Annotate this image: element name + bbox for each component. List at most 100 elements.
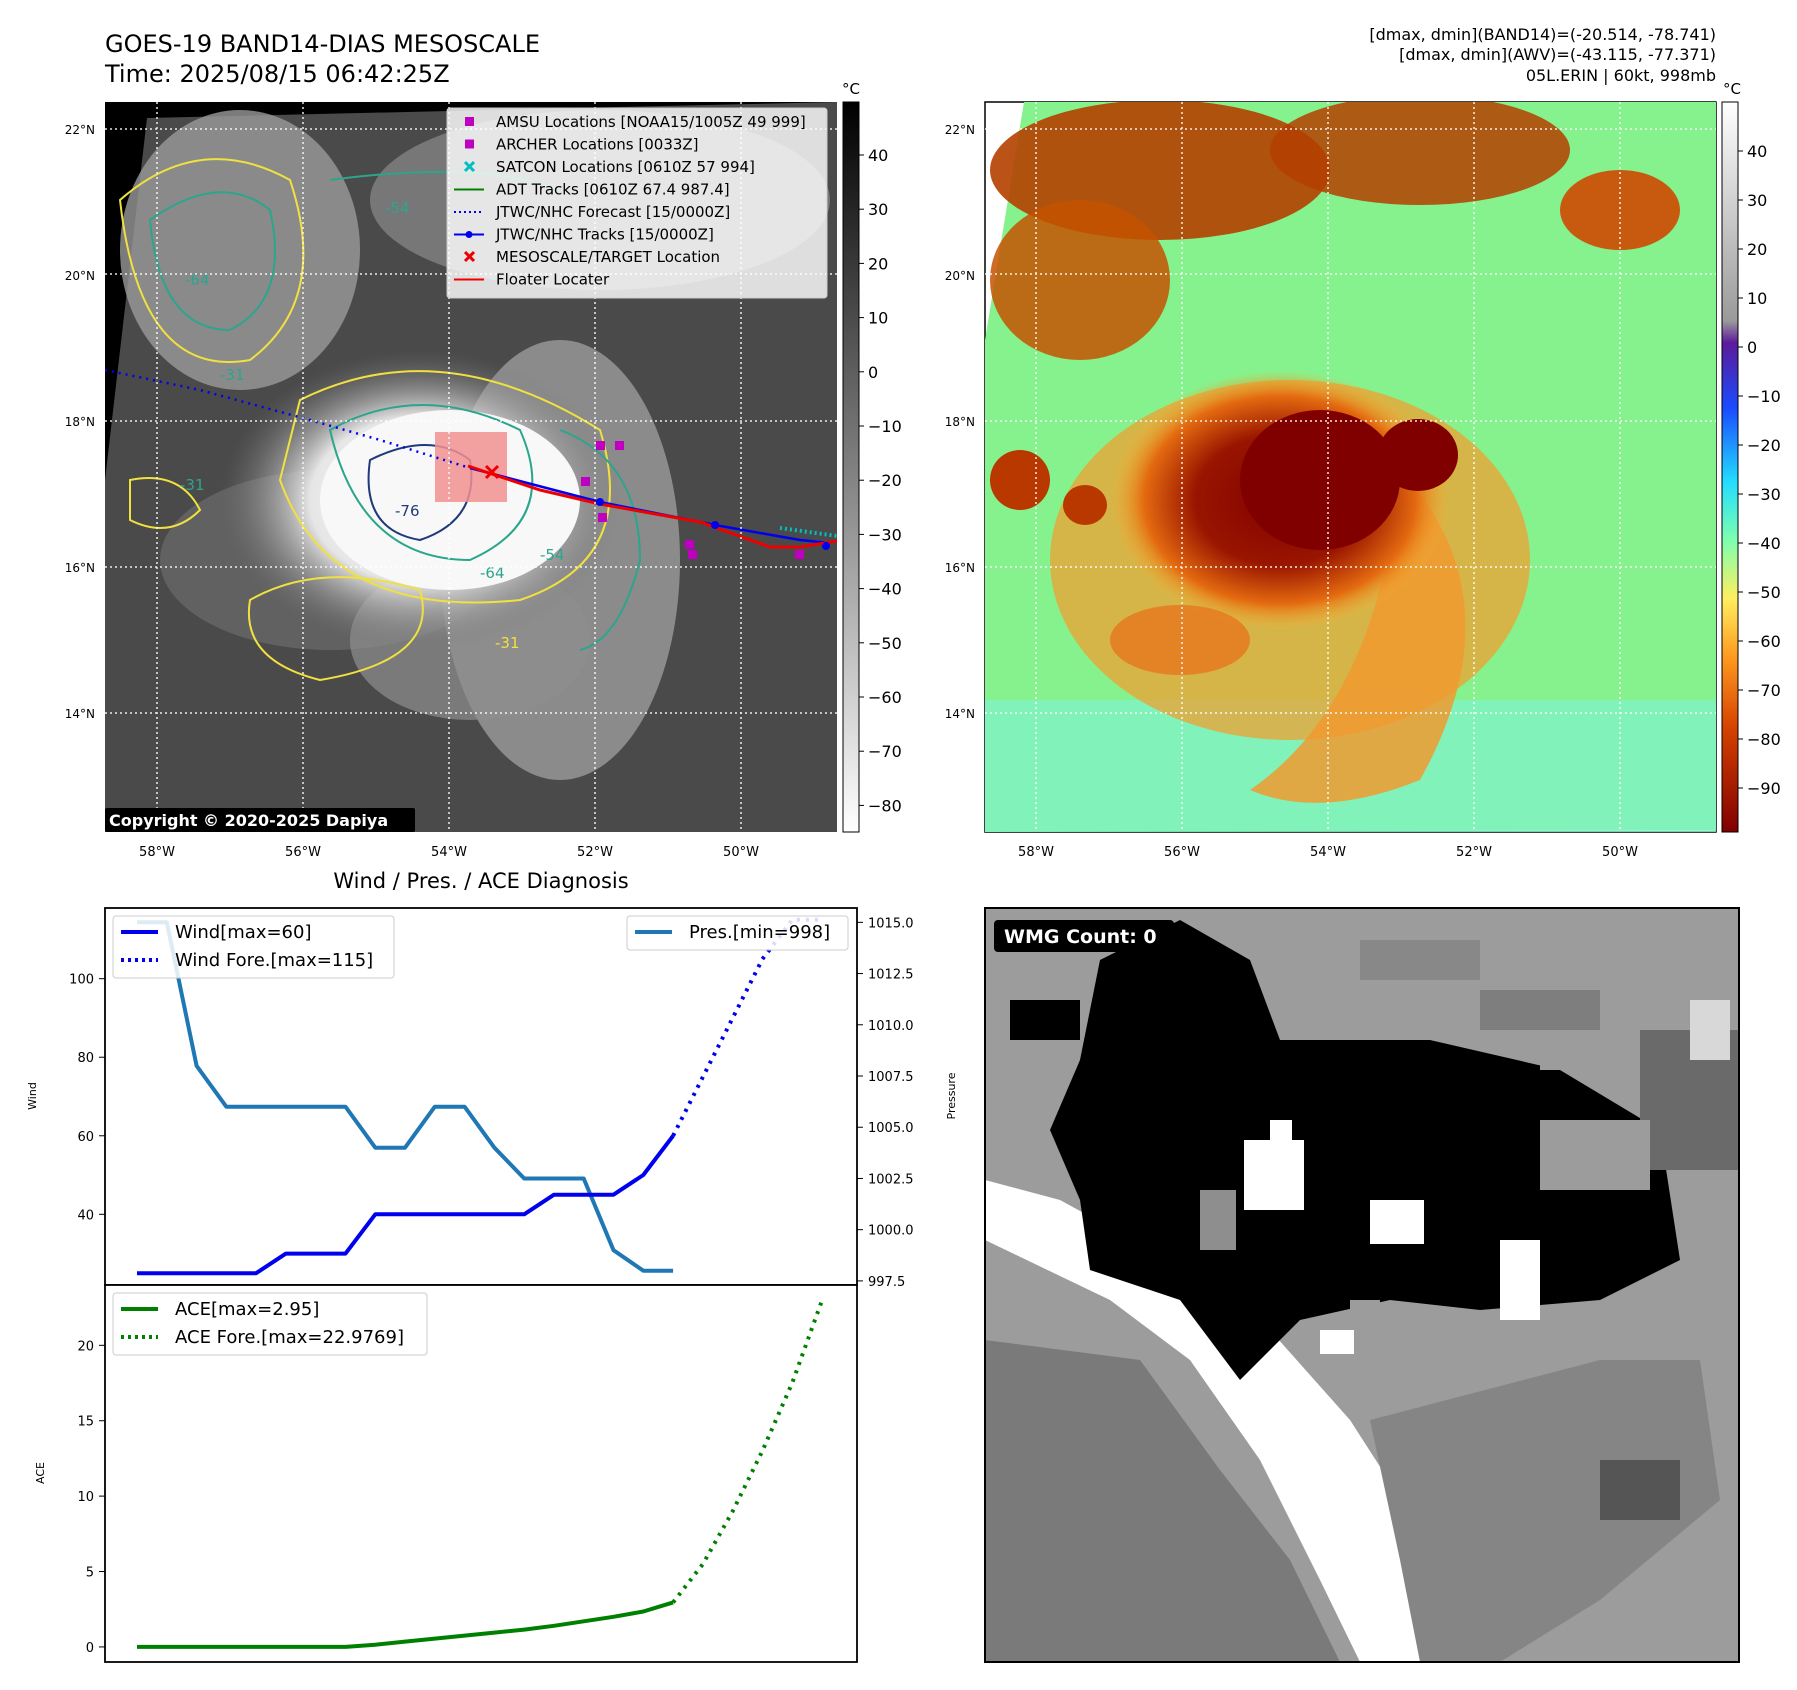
- wind-line: [137, 1134, 675, 1276]
- contour-label: -64: [185, 271, 210, 289]
- wmg-count-badge: [994, 920, 1174, 952]
- legend-label: JTWC/NHC Forecast [15/0000Z]: [495, 203, 730, 221]
- diagnosis-title: Wind / Pres. / ACE Diagnosis: [333, 869, 628, 893]
- axis-tick-label: 1000.0: [868, 1224, 914, 1239]
- legend-label: AMSU Locations [NOAA15/1005Z 49 999]: [496, 113, 806, 131]
- legend-entry: ARCHER Locations [0033Z]: [465, 136, 699, 154]
- lat-label: 20°N: [65, 269, 95, 283]
- lon-label: 50°W: [1602, 845, 1638, 860]
- archer-marker: [688, 550, 697, 559]
- axis-tick-label: 1002.5: [868, 1172, 914, 1187]
- wind-ticks: 40 60 80 100: [69, 973, 105, 1223]
- colorbar-tick-label: 30: [1747, 191, 1767, 210]
- colorbar-tick-label: 40: [868, 146, 888, 165]
- wind-legend-label: Wind[max=60]: [175, 922, 312, 943]
- archer-marker: [685, 540, 694, 549]
- colorbar-tick-label: −40: [868, 580, 902, 599]
- floater-track: [467, 464, 837, 549]
- axis-tick-label: 0: [86, 1641, 94, 1656]
- map-legend: [446, 107, 828, 299]
- colorbar-tick-label: 30: [868, 200, 888, 219]
- info-band14: [dmax, dmin](BAND14)=(-20.514, -78.741): [1369, 25, 1716, 44]
- colorbar-tick-label: −20: [1747, 436, 1781, 455]
- legend-x-marker: [463, 160, 476, 173]
- lat-label: 22°N: [65, 123, 95, 137]
- lat-label: 16°N: [65, 561, 95, 575]
- axis-tick-label: 1005.0: [868, 1121, 914, 1136]
- axis-tick-label: 80: [77, 1051, 94, 1066]
- ace-legend-label: ACE[max=2.95]: [175, 1299, 319, 1320]
- forecast-track: [105, 368, 471, 470]
- axis-tick-label: 10: [77, 1490, 94, 1505]
- colorbar-tick-label: 40: [1747, 142, 1767, 161]
- figure-time: Time: 2025/08/15 06:42:25Z: [104, 60, 450, 88]
- track-overlays: [105, 368, 837, 559]
- wmg-frame: [984, 907, 1740, 1663]
- colorbar-tick-label: −20: [868, 471, 902, 490]
- legend-entry: AMSU Locations [NOAA15/1005Z 49 999]: [465, 113, 806, 131]
- colorbar-tick-label: −80: [1747, 730, 1781, 749]
- legend-entry: SATCON Locations [0610Z 57 994]: [463, 158, 755, 176]
- lat-label: 18°N: [65, 415, 95, 429]
- legend-entry: JTWC/NHC Forecast [15/0000Z]: [454, 203, 730, 221]
- gray-colorbar-ticks: 40 30 20 10 0 −10 −20 −30 −40 −50 −60 −70 −80: [859, 146, 902, 815]
- contour-label: -64: [480, 564, 505, 582]
- colorbar-tick-label: 10: [868, 309, 888, 328]
- diagnosis-panel: Wind / Pres. / ACE Diagnosis Wind Pressu…: [26, 869, 958, 1663]
- colorbar-tick-label: −60: [1747, 632, 1781, 651]
- wind-legend: [112, 915, 395, 979]
- legend-label: SATCON Locations [0610Z 57 994]: [496, 158, 755, 176]
- contour-label: -31: [180, 476, 205, 494]
- color-gridlines: [985, 102, 1716, 832]
- amsu-marker: [615, 441, 624, 450]
- axis-tick-label: 100: [69, 973, 94, 988]
- colorbar-tick-label: −30: [868, 525, 902, 544]
- ir-map-panel: -54 -31 -64 -76 -54 -64 -31 -31: [65, 80, 902, 860]
- axis-tick-label: 40: [77, 1208, 94, 1223]
- gray-colorbar: [842, 101, 860, 833]
- contour-label: -31: [495, 634, 520, 652]
- legend-label: JTWC/NHC Tracks [15/0000Z]: [495, 226, 714, 244]
- lon-label: 50°W: [723, 845, 759, 860]
- colorbar-tick-label: −70: [1747, 681, 1781, 700]
- axis-tick-label: 15: [77, 1415, 94, 1430]
- info-awv: [dmax, dmin](AWV)=(-43.115, -77.371): [1399, 45, 1716, 64]
- legend-entry: Floater Locater: [454, 271, 610, 289]
- amsu-marker: [581, 477, 590, 486]
- colorbar-tick-label: −50: [868, 634, 902, 653]
- legend-label: ADT Tracks [0610Z 67.4 987.4]: [496, 181, 730, 199]
- amsu-marker: [596, 441, 605, 450]
- legend-square-marker: [465, 139, 474, 149]
- colorbar-tick-label: 0: [1747, 338, 1757, 357]
- track-point: [596, 498, 604, 506]
- copyright-badge: [105, 808, 415, 832]
- colorbar-tick-label: −10: [1747, 387, 1781, 406]
- lat-label: 14°N: [65, 707, 95, 721]
- lon-label: 54°W: [431, 845, 467, 860]
- info-storm: 05L.ERIN | 60kt, 998mb: [1526, 66, 1716, 85]
- legend-label: MESOSCALE/TARGET Location: [496, 248, 720, 266]
- wmg-panel: WMG Count: 0: [984, 907, 1740, 1663]
- pressure-ticks: 997.5 1000.0 1002.5 1005.0 1007.5 1010.0 1012.…: [857, 916, 914, 1290]
- colorbar-tick-label: −80: [868, 796, 902, 815]
- colorbar-tick-label: 10: [1747, 289, 1767, 308]
- wind-fore-legend-label: Wind Fore.[max=115]: [175, 950, 373, 971]
- colorbar-tick-label: −40: [1747, 534, 1781, 553]
- contour-label: -31: [220, 366, 245, 384]
- pressure-legend: [626, 915, 849, 951]
- colorbar-tick-label: −60: [868, 688, 902, 707]
- ace-fore-legend-label: ACE Fore.[max=22.9769]: [175, 1327, 404, 1348]
- pressure-axis-label: Pressure: [945, 1072, 958, 1119]
- ace-ticks: 0 5 10 15 20: [77, 1339, 105, 1656]
- axis-tick-label: 1007.5: [868, 1070, 914, 1085]
- pressure-legend-label: Pres.[min=998]: [689, 922, 830, 943]
- colorbar-tick-label: −90: [1747, 779, 1781, 798]
- lon-label: 52°W: [1456, 845, 1492, 860]
- ace-legend: [112, 1292, 428, 1356]
- figure-title: GOES-19 BAND14-DIAS MESOSCALE: [105, 30, 540, 58]
- axis-tick-label: 5: [86, 1566, 94, 1581]
- axis-tick-label: 20: [77, 1339, 94, 1354]
- lon-label: 52°W: [577, 845, 613, 860]
- legend-label: ARCHER Locations [0033Z]: [496, 136, 699, 154]
